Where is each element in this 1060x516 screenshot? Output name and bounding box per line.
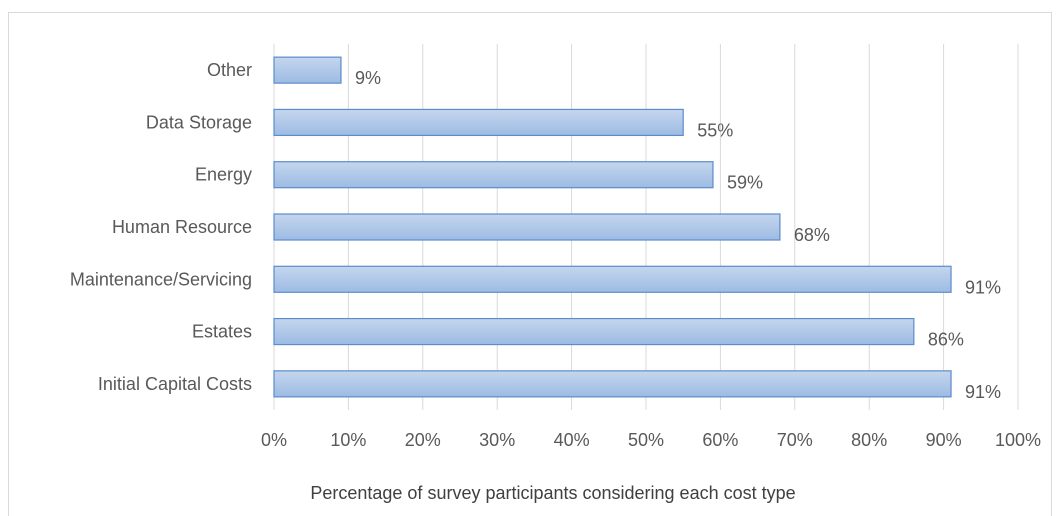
category-label-other: Other: [207, 60, 252, 80]
value-label-energy: 59%: [727, 173, 763, 193]
category-label-energy: Energy: [195, 165, 252, 185]
x-tick-label-90: 90%: [926, 430, 962, 450]
x-tick-label-0: 0%: [261, 430, 287, 450]
bar-data-storage: [274, 109, 683, 135]
category-labels: Other Data Storage Energy Human Resource Mai…: [70, 60, 252, 394]
category-label-maintenance-servicing: Maintenance/Servicing: [70, 269, 252, 289]
category-label-human-resource: Human Resource: [112, 217, 252, 237]
x-tick-label-30: 30%: [479, 430, 515, 450]
value-label-estates: 86%: [928, 330, 964, 350]
bar-initial-capital-costs: [274, 371, 951, 397]
value-label-data-storage: 55%: [697, 120, 733, 140]
x-tick-label-60: 60%: [702, 430, 738, 450]
value-label-human-resource: 68%: [794, 225, 830, 245]
value-label-maintenance-servicing: 91%: [965, 277, 1001, 297]
bar-other: [274, 57, 341, 83]
x-tick-labels: 0% 10% 20% 30% 40% 50% 60% 70% 80% 90% 100%: [261, 430, 1041, 450]
x-tick-label-100: 100%: [995, 430, 1041, 450]
x-tick-label-50: 50%: [628, 430, 664, 450]
bar-maintenance-servicing: [274, 266, 951, 292]
x-tick-label-20: 20%: [405, 430, 441, 450]
bars: [274, 57, 951, 397]
x-tick-label-10: 10%: [330, 430, 366, 450]
bar-energy: [274, 162, 713, 188]
category-label-initial-capital-costs: Initial Capital Costs: [98, 374, 252, 394]
x-tick-label-70: 70%: [777, 430, 813, 450]
category-label-estates: Estates: [192, 322, 252, 342]
x-tick-label-40: 40%: [554, 430, 590, 450]
category-label-data-storage: Data Storage: [146, 112, 252, 132]
value-label-other: 9%: [355, 68, 381, 88]
value-label-initial-capital-costs: 91%: [965, 382, 1001, 402]
x-tick-label-80: 80%: [851, 430, 887, 450]
x-axis-title: Percentage of survey participants consid…: [310, 483, 795, 503]
bar-estates: [274, 319, 914, 345]
bar-human-resource: [274, 214, 780, 240]
